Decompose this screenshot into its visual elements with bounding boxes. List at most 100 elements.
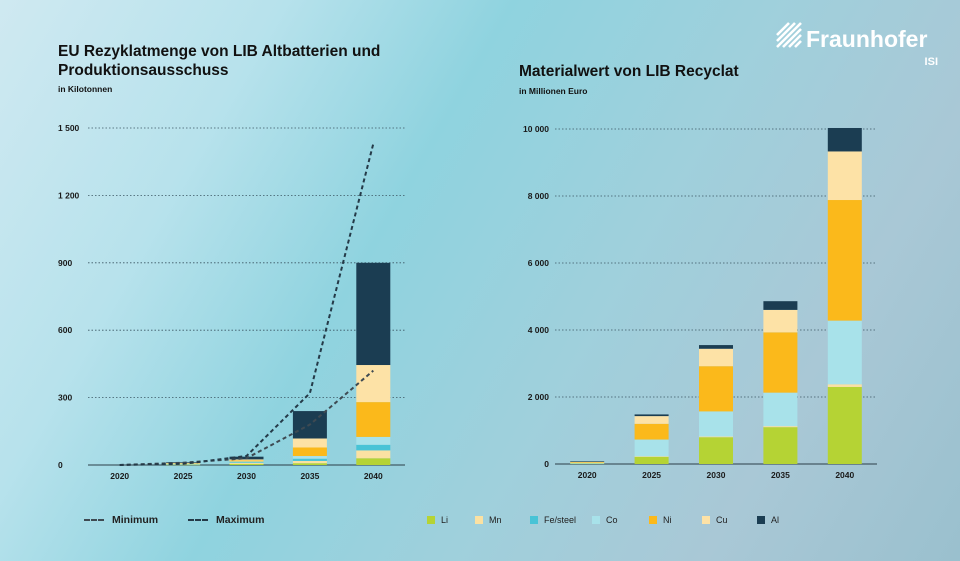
y-tick-label: 0 [58, 460, 63, 470]
bar-segment-ni [292, 447, 327, 457]
y-tick-label: 4 000 [528, 325, 550, 335]
x-tick-label: 2020 [110, 471, 129, 481]
bar-segment-co [229, 461, 264, 463]
legend-item-mn: Mn [475, 510, 502, 530]
bar-segment-ni [570, 462, 605, 463]
x-tick-label: 2025 [642, 470, 661, 480]
legend-label: Minimum [112, 514, 159, 526]
y-tick-label: 0 [544, 459, 549, 469]
line-maximum [119, 143, 375, 466]
bar-segment-mn [634, 456, 669, 457]
bar-segment-ni [827, 200, 862, 321]
legend-item-ni: Ni [649, 510, 672, 530]
legend-item-fe-steel: Fe/steel [530, 510, 576, 530]
bar-segment-ni [229, 460, 264, 462]
bar-segment-li [229, 463, 264, 465]
bar-segment-al [634, 414, 669, 417]
legend-swatch [592, 516, 600, 524]
y-tick-label: 8 000 [528, 191, 550, 201]
legend-item-maximum: Maximum [188, 510, 264, 530]
bar-segment-al [570, 461, 605, 462]
legend-label: Co [606, 515, 618, 525]
legend-line-swatch [84, 519, 104, 521]
bar-segment-li [570, 463, 605, 464]
bar-segment-co [827, 320, 862, 385]
left-chart-title: EU Rezyklatmenge von LIB Altbatterien un… [58, 43, 381, 79]
bar-segment-co [699, 411, 733, 437]
x-tick-label: 2020 [578, 470, 597, 480]
y-tick-label: 2 000 [528, 392, 550, 402]
bar-segment-fe-steel [229, 462, 264, 463]
bar-segment-mn [827, 384, 862, 387]
legend-item-cu: Cu [702, 510, 728, 530]
legend-item-co: Co [592, 510, 618, 530]
legend-label: Al [771, 515, 780, 525]
x-tick-label: 2025 [174, 471, 193, 481]
bar-segment-ni [356, 402, 391, 437]
y-tick-label: 10 000 [523, 124, 549, 134]
bar-segment-fe-steel [292, 458, 327, 461]
bar-segment-al [356, 262, 391, 366]
x-tick-label: 2030 [707, 470, 726, 480]
bar-segment-li [827, 386, 862, 464]
bar-segment-cu [292, 438, 327, 448]
line-minimum [119, 369, 374, 466]
x-tick-label: 2035 [300, 471, 319, 481]
bar-segment-cu [763, 309, 798, 333]
legend-label: Mn [489, 515, 502, 525]
legend-label: Maximum [216, 514, 265, 526]
brand-name: Fraunhofer [806, 26, 927, 52]
legend-swatch [427, 516, 435, 524]
bar-segment-cu [570, 461, 605, 463]
x-tick-label: 2040 [835, 470, 854, 480]
legend-label: Li [441, 515, 449, 525]
bar-segment-ni [634, 423, 669, 440]
bar-segment-mn [356, 450, 391, 459]
x-tick-label: 2040 [364, 471, 383, 481]
x-tick-label: 2035 [771, 470, 790, 480]
legend-swatch [475, 516, 483, 524]
bar-segment-co [634, 439, 669, 457]
right-chart-subtitle: in Millionen Euro [519, 86, 588, 96]
legend-line-swatch [188, 519, 208, 521]
legend-label: Cu [716, 515, 728, 525]
bar-segment-li [634, 456, 669, 464]
bar-segment-li [763, 427, 798, 464]
y-tick-label: 1 200 [58, 190, 80, 200]
bar-segment-co [763, 392, 798, 427]
bar-segment-li [356, 458, 391, 465]
legend-label: Ni [663, 515, 672, 525]
bar-segment-al [699, 345, 733, 349]
chart-1-plot: 0 2 000 4 000 6 000 8 000 10 000 2020 2025 2030 2… [523, 124, 877, 480]
legend-swatch [530, 516, 538, 524]
right-chart-title: Materialwert von LIB Recyclat [519, 63, 739, 80]
fraunhofer-logo: Fraunhofer ISI [776, 22, 938, 68]
bar-segment-co [356, 436, 391, 445]
bar-segment-cu [634, 416, 669, 424]
legend-item-li: Li [427, 510, 448, 530]
bar-segment-co [292, 456, 327, 459]
y-tick-label: 300 [58, 393, 72, 403]
fraunhofer-logo-mark [776, 22, 802, 48]
y-tick-label: 900 [58, 258, 72, 268]
bar-segment-co [570, 462, 605, 464]
bar-segment-cu [229, 459, 264, 461]
bar-segment-li [292, 463, 327, 465]
bar-segment-mn [229, 462, 264, 464]
left-chart-subtitle: in Kilotonnen [58, 84, 113, 94]
legend-swatch [757, 516, 765, 524]
bar-segment-fe-steel [356, 444, 391, 451]
brand-unit: ISI [925, 56, 938, 68]
x-tick-label: 2030 [237, 471, 256, 481]
bar-segment-li [699, 437, 733, 464]
bar-segment-al [827, 127, 862, 152]
bar-segment-mn [292, 460, 327, 464]
legend-item-minimum: Minimum [84, 510, 158, 530]
bar-segment-al [763, 301, 798, 310]
bar-segment-cu [827, 151, 862, 201]
y-tick-label: 1 500 [58, 123, 80, 133]
y-tick-label: 600 [58, 325, 72, 335]
chart-0-plot: 0 300 600 900 1 200 1 500 2020 2025 2030 2035 2040 [58, 123, 405, 481]
legend-label: Fe/steel [544, 515, 577, 525]
